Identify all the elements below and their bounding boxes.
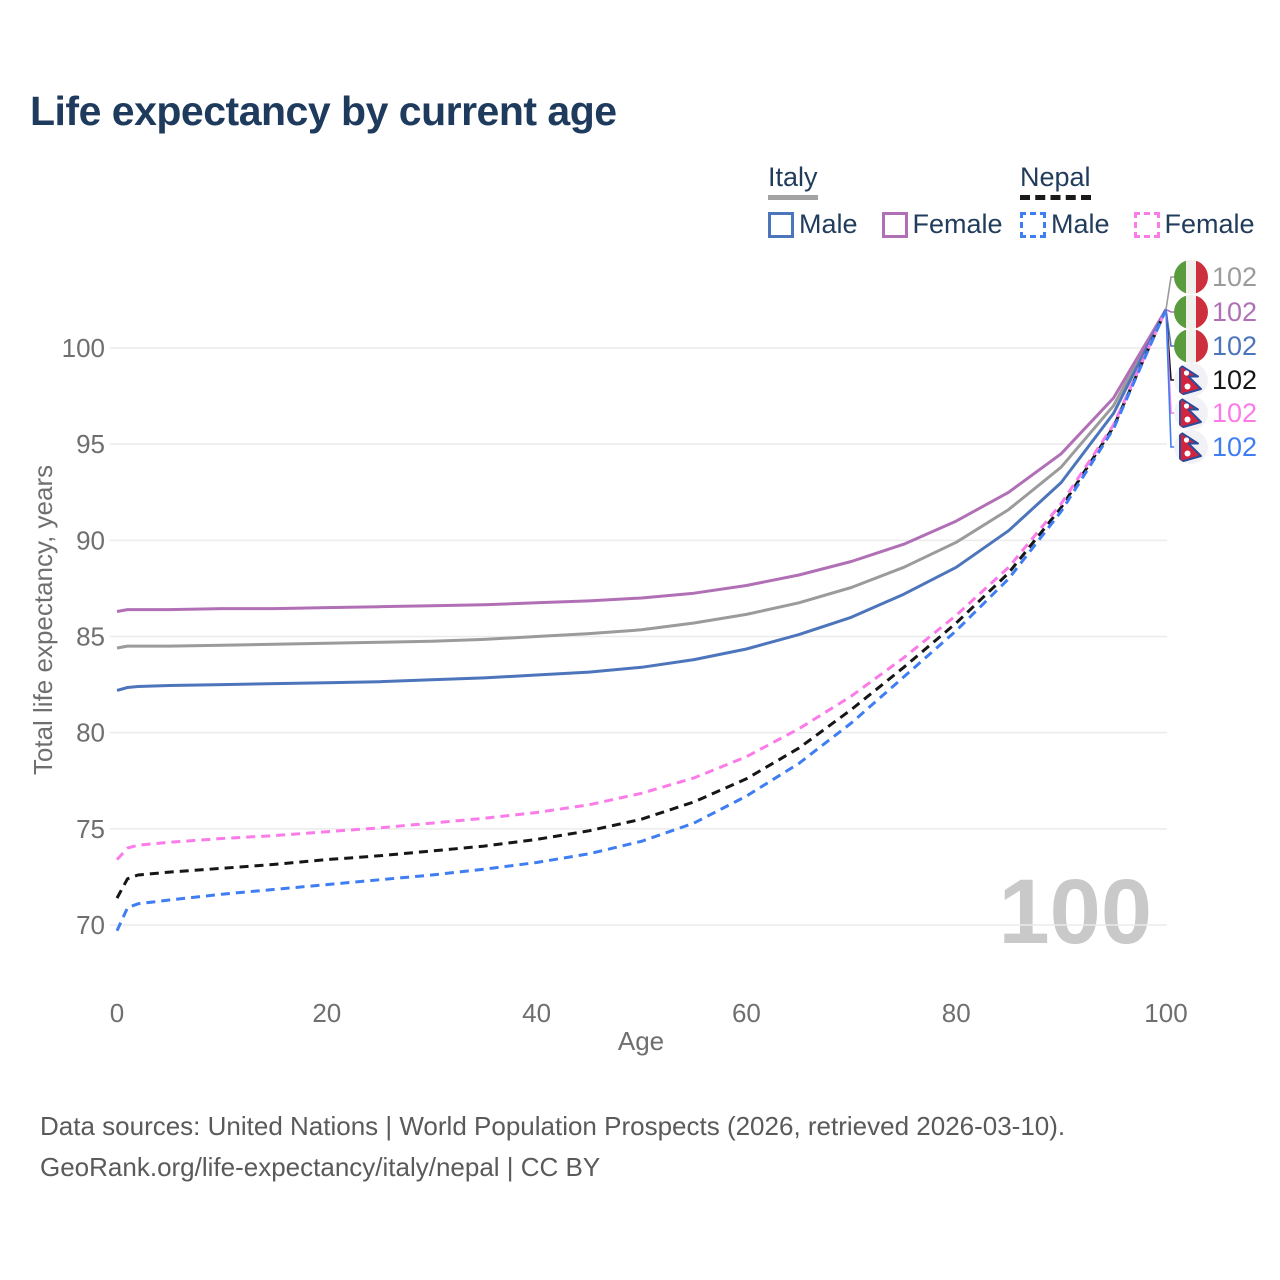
watermark-age-counter: 100 — [999, 861, 1153, 963]
x-tick-label: 80 — [942, 998, 971, 1028]
y-tick-label: 85 — [76, 622, 105, 652]
italy-female-swatch-icon — [881, 211, 908, 238]
legend-nepal-title: Nepal — [1020, 162, 1091, 200]
nepal-flag-icon — [1174, 363, 1208, 397]
y-tick-label: 75 — [76, 814, 105, 844]
end-label-leader-line — [1165, 309, 1175, 448]
y-tick-label: 80 — [76, 718, 105, 748]
series-line-nepal-female — [115, 308, 1168, 861]
nepal-flag-icon — [1174, 430, 1208, 464]
x-tick-label: 100 — [1144, 998, 1187, 1028]
italy-male-swatch-icon — [768, 211, 794, 238]
x-tick-label: 60 — [732, 998, 761, 1028]
legend-item-italy-male[interactable]: Male — [768, 209, 858, 240]
x-tick-label: 40 — [522, 998, 551, 1028]
end-label-value: 102 — [1212, 297, 1257, 327]
series-line-italy-male — [116, 308, 1168, 692]
series-lines — [115, 308, 1168, 932]
italy-flag-icon — [1174, 329, 1208, 363]
end-label-value: 102 — [1212, 331, 1257, 361]
data-source-line: Data sources: United Nations | World Pop… — [40, 1111, 1066, 1141]
nepal-flag-icon — [1174, 396, 1208, 430]
gridlines — [110, 347, 1167, 926]
footer: Data sources: United Nations | World Pop… — [40, 1106, 1065, 1188]
y-tick-label: 95 — [76, 429, 105, 459]
series-line-italy-female — [116, 308, 1168, 613]
legend-item-nepal-female[interactable]: Female — [1133, 209, 1255, 240]
nepal-male-swatch-icon — [1020, 211, 1046, 238]
end-label-leader-line — [1165, 308, 1175, 313]
axis-labels: 70 75 80 85 90 95 100 0 20 40 60 80 100 — [62, 333, 1188, 1028]
italy-flag-icon — [1174, 260, 1208, 294]
nepal-female-swatch-icon — [1133, 211, 1160, 238]
legend-group-italy: Italy Male Female — [768, 162, 1003, 240]
legend-item-italy-female[interactable]: Female — [881, 209, 1003, 240]
end-label-leader-line — [1165, 309, 1175, 347]
legend-item-label: Male — [1051, 209, 1110, 239]
legend-item-label: Male — [799, 209, 858, 239]
series-line-nepal-total — [115, 308, 1168, 899]
legend-item-nepal-male[interactable]: Male — [1020, 209, 1110, 240]
y-tick-label: 100 — [62, 333, 105, 363]
end-label-leader-line — [1165, 276, 1175, 310]
series-line-nepal-male — [115, 308, 1168, 932]
series-line-italy-total — [116, 308, 1168, 650]
y-tick-label: 70 — [76, 910, 105, 940]
end-label-value: 102 — [1212, 262, 1257, 292]
x-tick-label: 0 — [110, 998, 124, 1028]
y-tick-label: 90 — [76, 525, 105, 555]
x-tick-label: 20 — [312, 998, 341, 1028]
legend-group-nepal: Nepal Male Female — [1020, 162, 1255, 240]
legend-italy-title: Italy — [768, 162, 818, 200]
legend-item-label: Female — [1164, 209, 1255, 239]
legend-item-label: Female — [912, 209, 1003, 239]
end-label-value: 102 — [1212, 398, 1257, 428]
end-label-value: 102 — [1212, 432, 1257, 462]
italy-flag-icon — [1174, 295, 1208, 329]
page-title: Life expectancy by current age — [30, 88, 617, 134]
end-label-value: 102 — [1212, 365, 1257, 395]
attribution-line: GeoRank.org/life-expectancy/italy/nepal … — [40, 1152, 601, 1182]
y-axis-title: Total life expectancy, years — [28, 465, 58, 775]
x-axis-title: Age — [618, 1026, 664, 1056]
